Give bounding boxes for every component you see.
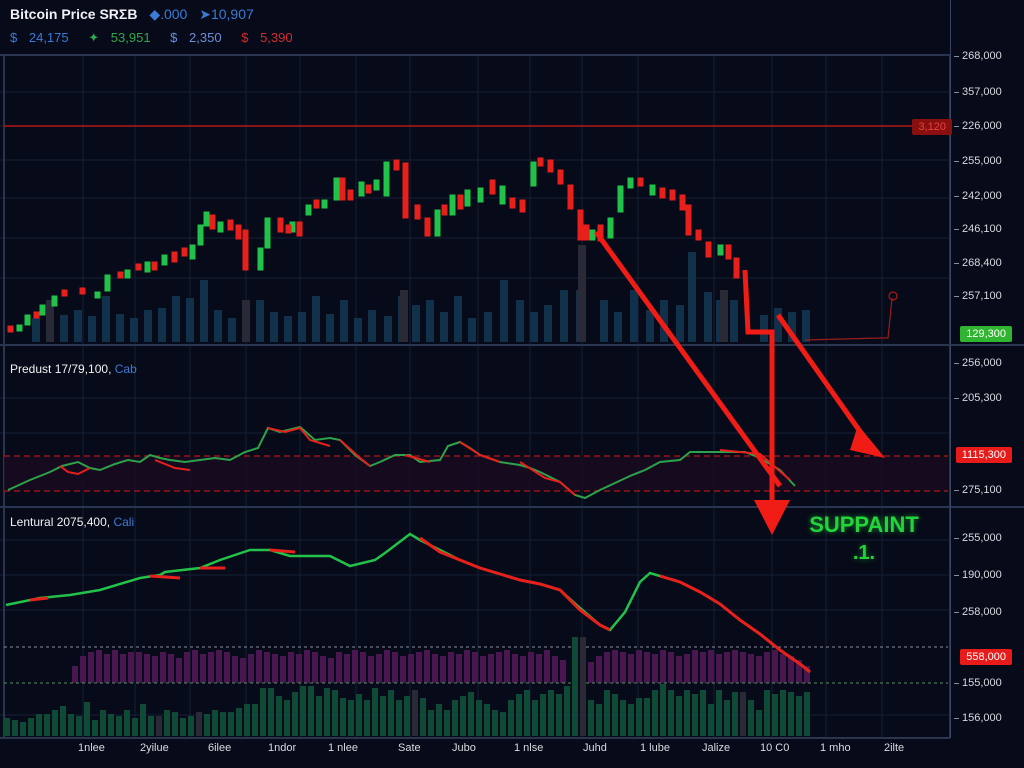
panel3-level-badge: 558,000 — [960, 649, 1012, 665]
ticker-4: $ 5,390 — [241, 30, 300, 45]
ticker-value: 24,175 — [28, 30, 69, 45]
chart-title: Bitcoin Price SRΣB ◆.000 ➤10,907 — [10, 6, 254, 23]
x-tick: 1ndor — [268, 742, 297, 754]
ticker-3: $ 2,350 — [170, 30, 229, 45]
y-tick: 268,400 — [954, 257, 1002, 269]
x-tick: Sate — [398, 742, 421, 754]
ticker-value: 2,350 — [189, 30, 222, 45]
title-text: Bitcoin Price SRΣB — [10, 6, 138, 22]
ticker-row: $ 24,175 ✦ 53,951 $ 2,350 $ 5,390 — [10, 30, 309, 46]
panel2-title-text: Predust 17/79,100, — [10, 362, 112, 376]
x-tick: Jalize — [702, 742, 731, 754]
panel3-volume — [4, 637, 810, 736]
y-tick: 255,000 — [954, 155, 1002, 167]
dollar-icon: $ — [170, 30, 178, 45]
x-tick: 10 C0 — [760, 742, 790, 754]
dollar-icon: $ — [241, 30, 249, 45]
y-tick: 275,100 — [954, 484, 1002, 496]
y-axis: 268,000 357,000 226,000 255,000 242,000 … — [950, 0, 1024, 768]
arrow-head-down-icon — [754, 500, 790, 535]
annotation-sub: .1. — [852, 542, 876, 564]
x-tick: 6ilee — [208, 742, 232, 754]
header-stat-2: ➤10,907 — [199, 6, 254, 22]
ticker-2: ✦ 53,951 — [88, 30, 158, 45]
star-icon: ✦ — [88, 30, 100, 45]
x-tick: 2ilte — [884, 742, 905, 754]
panel2-title: Predust 17/79,100, Cab — [10, 362, 137, 376]
candles-down — [7, 157, 740, 333]
dollar-icon: $ — [10, 30, 18, 45]
y-tick: 258,000 — [954, 606, 1002, 618]
x-tick: 2yilue — [140, 742, 169, 754]
x-tick: 1 nlse — [514, 742, 544, 754]
y-tick: 190,000 — [954, 569, 1002, 581]
current-price-badge: 129,300 — [960, 326, 1012, 342]
x-tick: 1 lube — [640, 742, 670, 754]
ticker-value: 5,390 — [260, 30, 293, 45]
y-tick: 268,000 — [954, 50, 1002, 62]
y-tick: 155,000 — [954, 677, 1002, 689]
y-tick: 256,000 — [954, 357, 1002, 369]
ticker-value: 53,951 — [110, 30, 151, 45]
candles-up — [16, 161, 724, 332]
annotation-arrows — [593, 230, 869, 505]
panel3-title-text: Lentural 2075,400, — [10, 515, 111, 529]
panel2-line — [7, 425, 796, 500]
panel2-level-badge: 1115,300 — [955, 447, 1012, 463]
y-tick: 357,000 — [954, 86, 1002, 98]
panel3-title: Lentural 2075,400, Cali — [10, 515, 134, 529]
suppaint-annotation: SUPPAINT .1. — [808, 512, 920, 565]
oscillator-bars — [72, 650, 810, 683]
arrow-head-diagonal-icon — [850, 425, 885, 458]
y-tick: 246,100 — [954, 223, 1002, 235]
resistance-badge: 3,120 — [912, 119, 952, 135]
panel3-line — [5, 532, 811, 673]
annotation-label: SUPPAINT — [809, 512, 919, 537]
header-stat-1: ◆.000 — [149, 6, 188, 22]
x-tick: 1 mho — [820, 742, 851, 754]
panel2-subtitle: Cab — [114, 362, 137, 376]
x-tick: 1 nlee — [328, 742, 358, 754]
x-tick: Jubo — [452, 742, 476, 754]
panel3-subtitle: Cali — [113, 515, 135, 529]
y-tick: 205,300 — [954, 392, 1002, 404]
y-tick: 242,000 — [954, 190, 1002, 202]
y-tick: 255,000 — [954, 532, 1002, 544]
y-tick: 226,000 — [954, 120, 1002, 132]
x-tick: Juhd — [583, 742, 607, 754]
y-tick: 156,000 — [954, 712, 1002, 724]
y-axis-line — [950, 0, 951, 738]
y-tick: 257,100 — [954, 290, 1002, 302]
ticker-1: $ 24,175 — [10, 30, 77, 45]
x-tick: 1nlee — [78, 742, 105, 754]
